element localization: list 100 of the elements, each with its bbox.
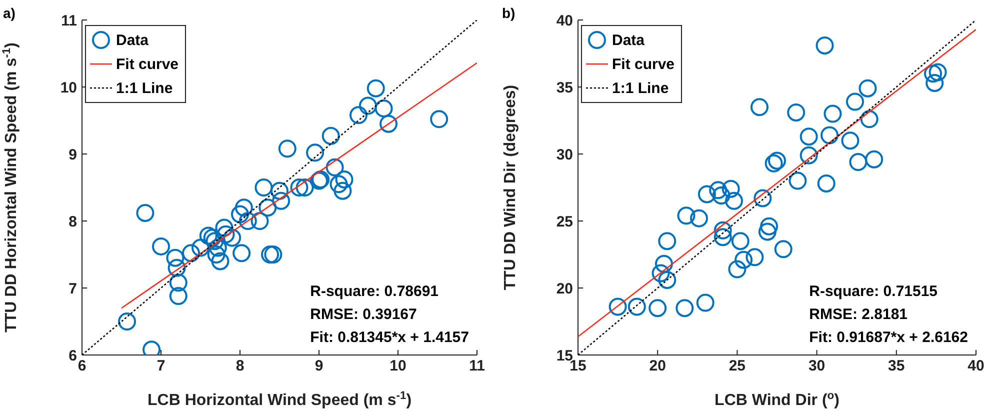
point	[169, 274, 188, 292]
y-tick-label: 30	[556, 146, 573, 164]
point	[849, 153, 868, 172]
point	[698, 185, 716, 204]
point	[136, 204, 154, 222]
annotation: R-square: 0.78691	[310, 282, 440, 302]
point	[232, 244, 251, 262]
point	[223, 228, 242, 247]
point	[264, 246, 282, 264]
point	[820, 126, 839, 144]
point	[366, 79, 385, 98]
point	[278, 140, 296, 158]
point	[928, 63, 947, 82]
point	[709, 181, 728, 200]
point	[800, 146, 818, 164]
point	[817, 174, 836, 192]
x-tick-label: 30	[808, 358, 826, 375]
point	[272, 192, 290, 210]
annotation: Fit: 0.91687*x + 2.6162	[809, 328, 968, 348]
point	[152, 237, 170, 256]
point	[924, 64, 942, 83]
y-tick-label: 8	[68, 213, 77, 230]
y-tick-label: 25	[556, 213, 573, 230]
point	[350, 106, 368, 124]
legend-label: Fit curve	[116, 56, 179, 72]
point	[712, 186, 730, 205]
point	[768, 152, 786, 170]
y-axis-title: TTU DD Wind Dir (degrees)	[502, 84, 519, 290]
annotation: Fit: 0.81345*x + 1.4157	[310, 328, 469, 348]
point	[758, 222, 776, 241]
point	[270, 182, 288, 200]
point	[206, 232, 224, 250]
x-tick-label: 9	[314, 358, 324, 375]
point	[238, 212, 257, 230]
point	[865, 150, 884, 168]
point	[734, 250, 753, 269]
point	[728, 260, 746, 278]
x-tick-label: 8	[236, 358, 244, 375]
x-tick-label: 25	[728, 358, 746, 375]
x-tick-label: 40	[968, 358, 984, 375]
legend-label: Fit curve	[612, 56, 675, 72]
point	[774, 240, 792, 258]
point	[169, 287, 188, 306]
point	[207, 246, 226, 264]
chart-title: a)	[3, 5, 16, 21]
point	[725, 192, 744, 210]
y-tick-label: 20	[556, 280, 573, 298]
point	[211, 252, 230, 270]
point	[926, 74, 944, 92]
point	[841, 132, 860, 150]
point	[250, 212, 269, 230]
point	[261, 246, 280, 264]
point	[234, 198, 253, 217]
point	[628, 298, 646, 316]
point	[788, 172, 807, 190]
point	[215, 218, 234, 237]
point	[216, 225, 235, 244]
point	[860, 110, 878, 128]
point	[754, 189, 772, 208]
point	[334, 182, 352, 200]
point	[322, 126, 340, 145]
point	[306, 144, 324, 162]
point	[430, 110, 448, 128]
point	[787, 103, 806, 122]
x-tick-label: 20	[649, 358, 666, 375]
point	[696, 294, 714, 312]
point	[658, 232, 676, 250]
point	[326, 158, 344, 176]
y-tick-label: 7	[68, 280, 77, 298]
annotation: R-square: 0.71515	[809, 282, 939, 302]
point	[714, 221, 732, 240]
x-axis-title: LCB Wind Dir ($^{o}$)	[714, 390, 840, 409]
point	[296, 178, 314, 196]
x-tick-label: 35	[888, 358, 905, 375]
x-axis-title: LCB Horizontal Wind Speed (m s$^{-1}$)	[147, 390, 412, 409]
annotation: RMSE: 0.39167	[310, 305, 418, 325]
y-tick-label: 35	[556, 79, 573, 96]
point	[608, 298, 627, 316]
x-tick-label: 10	[390, 358, 406, 375]
point	[746, 248, 764, 266]
point	[380, 114, 398, 133]
legend-label: Data	[116, 32, 149, 48]
y-tick-label: 11	[61, 12, 77, 30]
point	[258, 198, 277, 217]
point	[118, 312, 136, 330]
y-tick-label: 10	[60, 79, 77, 96]
point	[358, 96, 377, 115]
point	[290, 178, 308, 196]
point	[858, 79, 877, 98]
point	[816, 36, 834, 54]
y-tick-label: 40	[556, 12, 573, 30]
legend-label: 1:1 Line	[612, 80, 669, 96]
point	[330, 175, 348, 194]
x-tick-label: 11	[469, 358, 485, 375]
point	[846, 92, 864, 111]
point	[199, 226, 218, 245]
point	[335, 170, 354, 188]
point	[192, 238, 210, 257]
point	[800, 128, 818, 146]
chart-title: b)	[502, 5, 516, 21]
